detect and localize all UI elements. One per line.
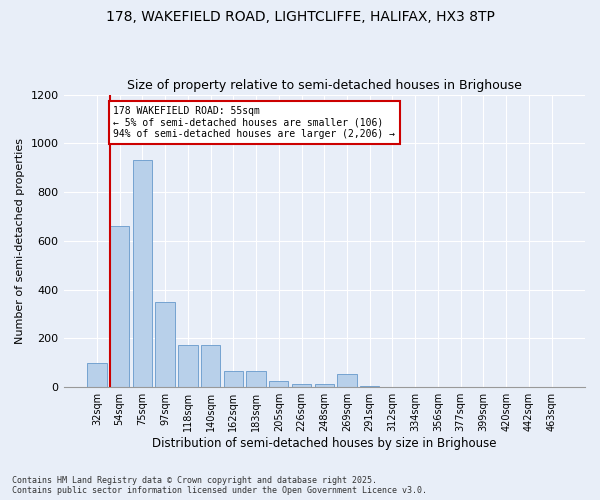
Bar: [133, 160, 152, 387]
Bar: [224, 372, 243, 387]
Bar: [269, 381, 289, 387]
Title: Size of property relative to semi-detached houses in Brighouse: Size of property relative to semi-detach…: [127, 79, 522, 92]
Y-axis label: Number of semi-detached properties: Number of semi-detached properties: [15, 138, 25, 344]
Bar: [247, 372, 266, 387]
Bar: [110, 226, 130, 387]
Bar: [360, 386, 379, 387]
Text: 178 WAKEFIELD ROAD: 55sqm
← 5% of semi-detached houses are smaller (106)
94% of : 178 WAKEFIELD ROAD: 55sqm ← 5% of semi-d…: [113, 106, 395, 138]
Bar: [87, 363, 107, 387]
Bar: [314, 384, 334, 387]
Text: Contains HM Land Registry data © Crown copyright and database right 2025.
Contai: Contains HM Land Registry data © Crown c…: [12, 476, 427, 495]
Bar: [292, 384, 311, 387]
Text: 178, WAKEFIELD ROAD, LIGHTCLIFFE, HALIFAX, HX3 8TP: 178, WAKEFIELD ROAD, LIGHTCLIFFE, HALIFA…: [106, 10, 494, 24]
Bar: [178, 344, 197, 387]
Bar: [337, 374, 356, 387]
X-axis label: Distribution of semi-detached houses by size in Brighouse: Distribution of semi-detached houses by …: [152, 437, 497, 450]
Bar: [201, 344, 220, 387]
Bar: [155, 302, 175, 387]
